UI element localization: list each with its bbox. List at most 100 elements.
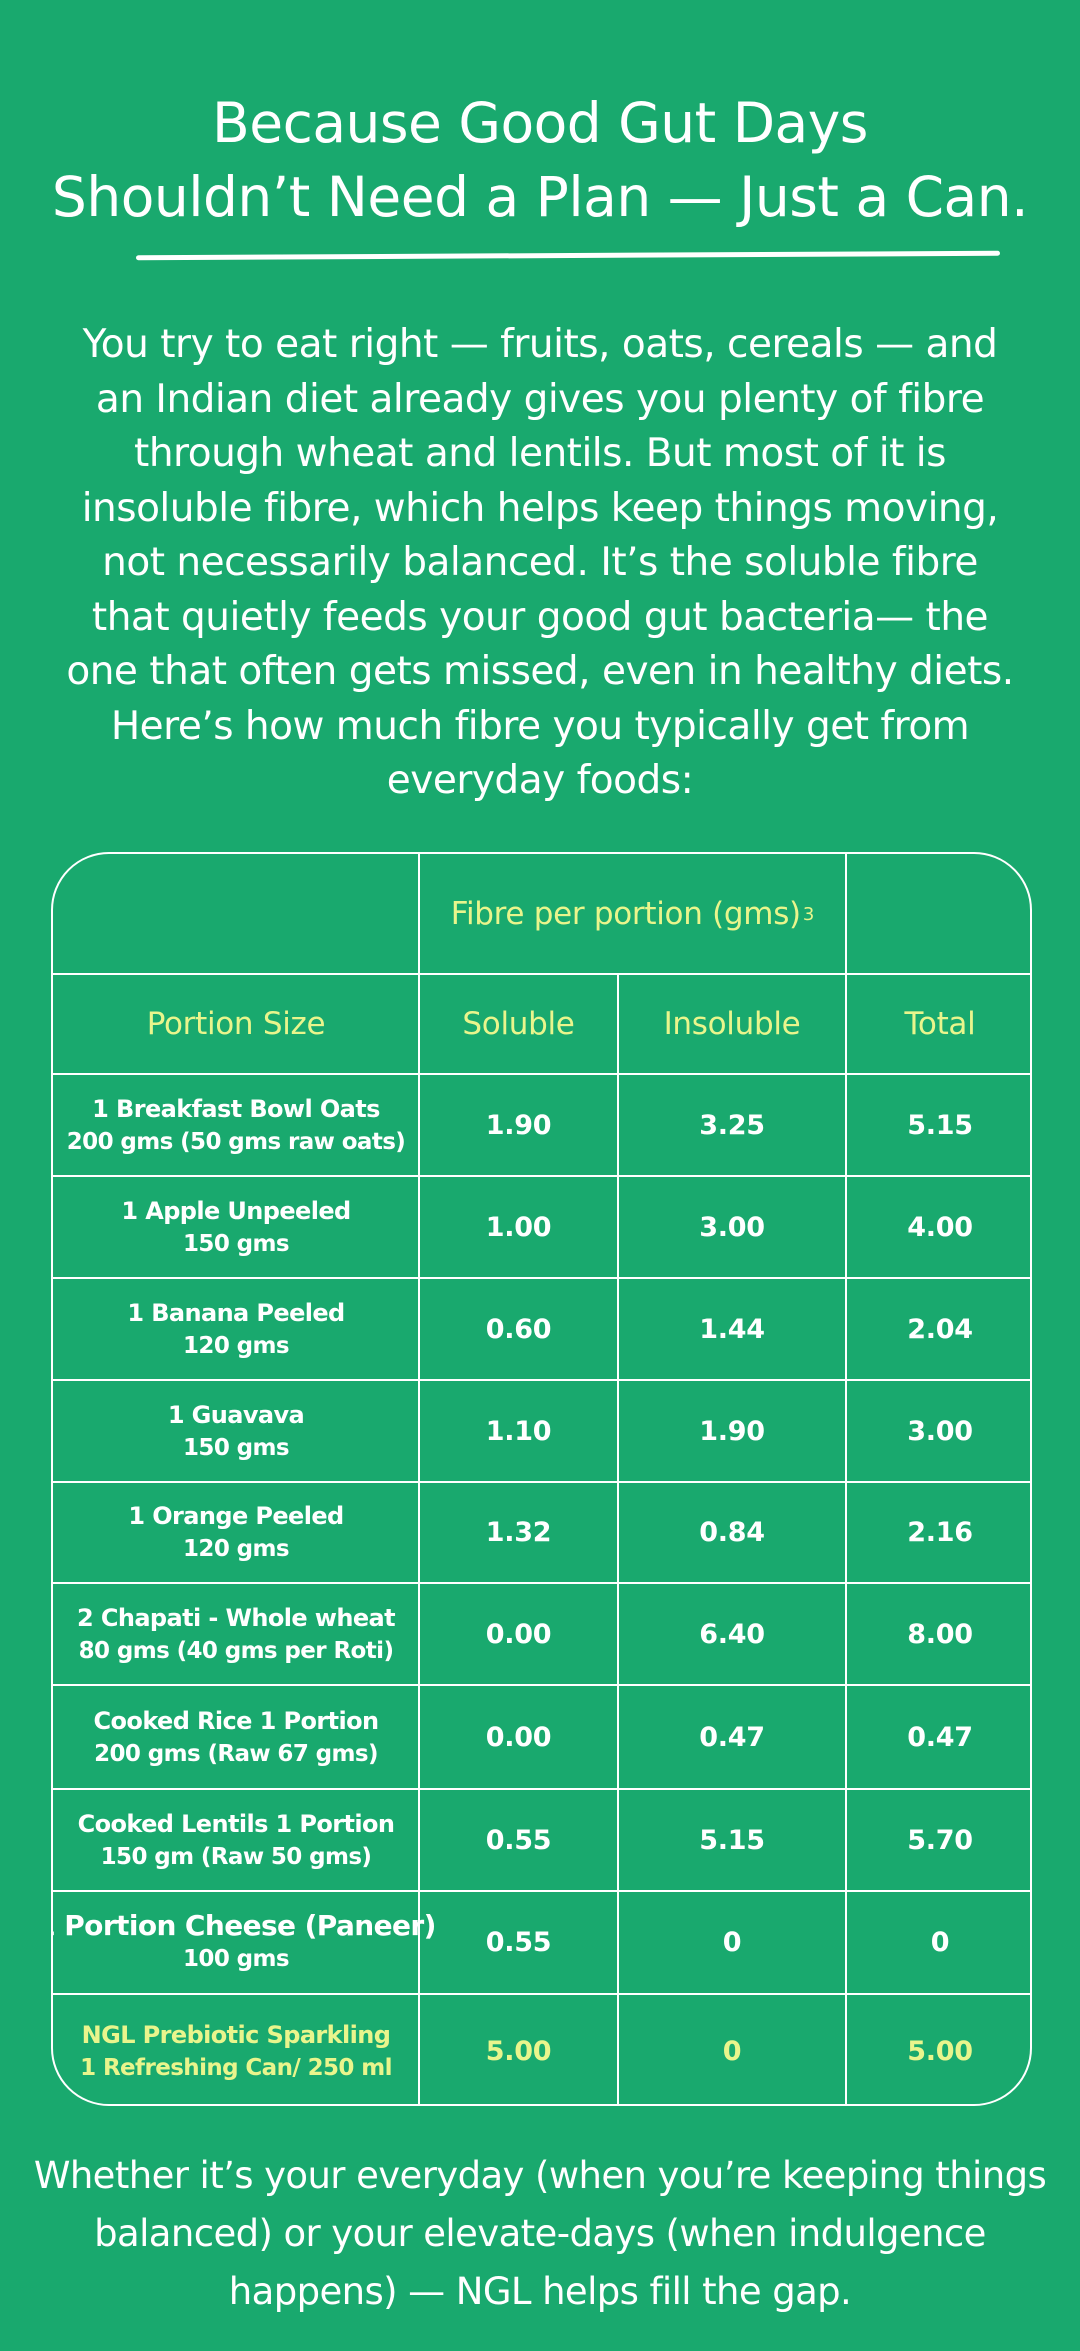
column-header-label: Insoluble: [663, 1006, 801, 1042]
portion-detail: 150 gm (Raw 50 gms): [100, 1843, 372, 1870]
headline-line-2: Shouldn’t Need a Plan — Just a Can.: [51, 165, 1029, 229]
total-value: 4.00: [907, 1211, 973, 1243]
insoluble-cell: 6.40: [618, 1583, 846, 1685]
insoluble-cell: 0.47: [618, 1685, 846, 1789]
soluble-value: 0.60: [485, 1313, 552, 1345]
soluble-cell: 1.32: [419, 1482, 618, 1583]
insoluble-value: 0: [722, 1927, 742, 1958]
portion-name: Cooked Lentils 1 Portion: [77, 1809, 395, 1838]
table-row-divider: [53, 1890, 1030, 1892]
portion-name: Cooked Rice 1 Portion: [93, 1706, 380, 1735]
table-row: Cooked Lentils 1 Portion 150 gm (Raw 50 g…: [53, 1789, 419, 1891]
table-column-divider: [617, 974, 619, 2104]
portion-detail: 100 gms: [183, 1946, 290, 1972]
insoluble-value: 0.84: [699, 1517, 765, 1548]
intro-line: You try to eat right — fruits, oats, cer…: [82, 322, 998, 367]
table-row-divider: [53, 973, 1030, 975]
total-cell: 8.00: [846, 1583, 1030, 1685]
headline: Because Good Gut Days Shouldn’t Need a P…: [0, 86, 1080, 234]
footnote-marker: 3: [802, 903, 815, 925]
soluble-value: 5.00: [485, 2035, 552, 2067]
table-row-divider: [53, 1582, 1030, 1584]
table-row-divider: [53, 1481, 1030, 1483]
column-header-total: Total: [846, 974, 1030, 1074]
portion-detail: 150 gms: [183, 1434, 290, 1461]
total-value: 5.15: [907, 1109, 973, 1141]
soluble-value: 0.00: [485, 1618, 552, 1650]
column-header-label: Portion Size: [146, 1006, 326, 1042]
table-row: Cooked Rice 1 Portion 200 gms (Raw 67 gms…: [53, 1685, 419, 1789]
portion-name: 1 Guavava: [167, 1400, 305, 1429]
total-cell: 2.16: [846, 1482, 1030, 1583]
table-row: 1 Orange Peeled 120 gms: [53, 1482, 419, 1583]
insoluble-cell: 3.00: [618, 1176, 846, 1278]
portion-detail: 80 gms (40 gms per Roti): [78, 1637, 394, 1664]
column-header-label: Soluble: [462, 1006, 575, 1042]
total-value: 5.00: [907, 2035, 973, 2067]
soluble-value: 1.32: [485, 1517, 552, 1548]
insoluble-cell: 0: [618, 1891, 846, 1994]
soluble-cell: 0.55: [419, 1789, 618, 1891]
table-column-divider: [845, 854, 847, 2104]
table-row-divider: [53, 1379, 1030, 1381]
fibre-per-portion-header: Fibre per portion (gms) 3: [419, 854, 846, 974]
intro-line: everyday foods:: [386, 758, 694, 803]
intro-line: insoluble fibre, which helps keep things…: [81, 485, 999, 531]
portion-detail: 200 gms (50 gms raw oats): [66, 1128, 406, 1155]
insoluble-value: 1.90: [699, 1415, 765, 1447]
portion-detail: 120 gms: [183, 1332, 290, 1359]
insoluble-value: 5.15: [699, 1824, 765, 1856]
insoluble-cell: 3.25: [618, 1074, 846, 1176]
column-header-label: Total: [904, 1006, 976, 1042]
soluble-cell: 0.00: [419, 1685, 618, 1789]
intro-line: through wheat and lentils. But most of i…: [134, 431, 946, 476]
table-row: 1 Banana Peeled 120 gms: [53, 1278, 419, 1380]
portion-name: 1 Portion Cheese (Paneer): [51, 1909, 436, 1942]
insoluble-value: 3.00: [699, 1211, 765, 1243]
table-row: NGL Prebiotic Sparkling 1 Refreshing Can/…: [53, 1994, 419, 2104]
table-row: 1 Breakfast Bowl Oats 200 gms (50 gms raw…: [53, 1074, 419, 1176]
table-row-divider: [53, 1684, 1030, 1686]
footer-line: balanced) or your elevate-days (when ind…: [94, 2212, 986, 2255]
intro-line: that quietly feeds your good gut bacteri…: [91, 594, 989, 640]
footer-line: Whether it’s your everyday (when you’re …: [33, 2154, 1047, 2197]
soluble-cell: 1.90: [419, 1074, 618, 1176]
soluble-value: 1.10: [485, 1415, 552, 1447]
portion-name: 1 Orange Peeled: [128, 1502, 344, 1530]
intro-line: not necessarily balanced. It’s the solub…: [102, 540, 978, 585]
soluble-value: 1.90: [485, 1109, 552, 1141]
table-row-divider: [53, 1073, 1030, 1075]
table-row: 1 Apple Unpeeled 150 gms: [53, 1176, 419, 1278]
headline-underline: [135, 250, 1001, 261]
total-cell: 5.15: [846, 1074, 1030, 1176]
column-header-portion: Portion Size: [53, 974, 419, 1074]
total-value: 0.47: [907, 1721, 973, 1753]
total-cell: 2.04: [846, 1278, 1030, 1380]
total-value: 2.16: [907, 1517, 973, 1548]
total-value: 5.70: [907, 1824, 973, 1856]
intro-line: Here’s how much fibre you typically get …: [110, 703, 970, 749]
soluble-value: 0.55: [485, 1927, 552, 1958]
insoluble-cell: 0: [618, 1994, 846, 2104]
insoluble-cell: 5.15: [618, 1789, 846, 1891]
portion-name: 2 Chapati - Whole wheat: [76, 1603, 396, 1632]
total-cell: 3.00: [846, 1380, 1030, 1482]
headline-line-1: Because Good Gut Days: [212, 91, 868, 155]
insoluble-value: 0.47: [699, 1721, 765, 1753]
portion-detail: 150 gms: [183, 1230, 290, 1257]
table-row: 2 Chapati - Whole wheat 80 gms (40 gms pe…: [53, 1583, 419, 1685]
total-cell: 0: [846, 1891, 1030, 1994]
soluble-cell: 1.10: [419, 1380, 618, 1482]
portion-detail: 120 gms: [183, 1536, 290, 1562]
footer-text: Whether it’s your everyday (when you’re …: [0, 2147, 1080, 2321]
insoluble-value: 0: [722, 2035, 742, 2067]
insoluble-cell: 0.84: [618, 1482, 846, 1583]
total-value: 3.00: [907, 1415, 973, 1447]
portion-name: 1 Banana Peeled: [127, 1298, 345, 1327]
insoluble-value: 1.44: [699, 1313, 765, 1345]
table-row-divider: [53, 1788, 1030, 1790]
table-row-divider: [53, 1175, 1030, 1177]
soluble-cell: 0.60: [419, 1278, 618, 1380]
insoluble-value: 3.25: [699, 1109, 765, 1141]
